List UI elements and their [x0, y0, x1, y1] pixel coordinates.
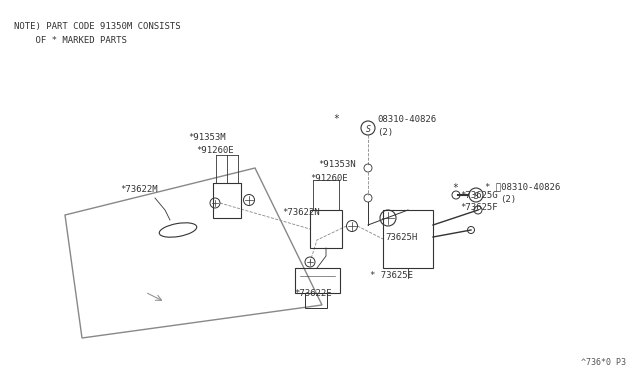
- Text: *91260E: *91260E: [310, 174, 348, 183]
- Text: *: *: [333, 114, 339, 124]
- Text: NOTE) PART CODE 91350M CONSISTS: NOTE) PART CODE 91350M CONSISTS: [14, 22, 180, 31]
- Bar: [213, 183, 241, 218]
- Text: 08310-40826: 08310-40826: [377, 115, 436, 124]
- Text: *91353N: *91353N: [318, 160, 356, 169]
- Text: 73625H: 73625H: [385, 233, 417, 242]
- Text: *73625F: *73625F: [460, 203, 498, 212]
- Text: * Ⓢ08310-40826: * Ⓢ08310-40826: [485, 182, 560, 191]
- Text: *73625G: *73625G: [460, 191, 498, 200]
- Text: ^736*0 P3: ^736*0 P3: [581, 358, 626, 367]
- Bar: [305, 293, 327, 308]
- Text: OF * MARKED PARTS: OF * MARKED PARTS: [14, 36, 127, 45]
- Bar: [383, 210, 433, 268]
- Text: (2): (2): [500, 195, 516, 204]
- Text: (2): (2): [377, 128, 393, 137]
- Text: S: S: [365, 125, 371, 134]
- Text: *73622N: *73622N: [282, 208, 319, 217]
- Text: * 73625E: * 73625E: [370, 271, 413, 280]
- Text: *91353M: *91353M: [188, 133, 226, 142]
- Text: *: *: [452, 183, 458, 193]
- Text: *73622E: *73622E: [294, 289, 332, 298]
- Bar: [295, 268, 340, 293]
- Text: S: S: [474, 192, 479, 201]
- Text: *73622M: *73622M: [120, 185, 157, 194]
- Text: *91260E: *91260E: [196, 146, 234, 155]
- Bar: [310, 210, 342, 248]
